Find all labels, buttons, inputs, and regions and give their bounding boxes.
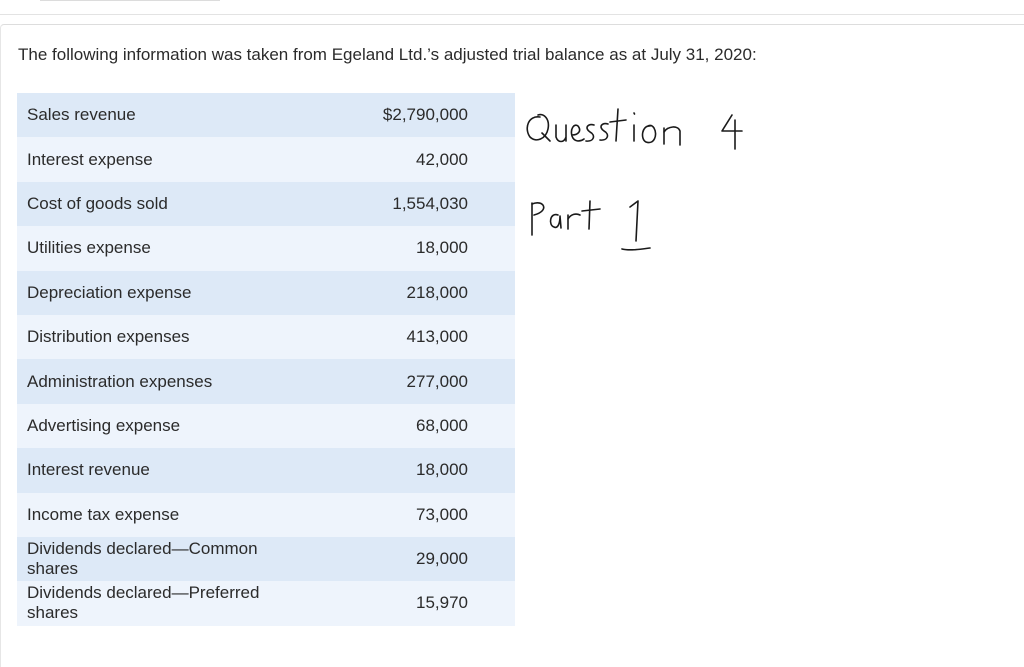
account-amount: 413,000: [406, 327, 468, 347]
account-name: Dividends declared—Common shares: [27, 539, 258, 579]
account-name: Distribution expenses: [27, 327, 190, 347]
table-row: Distribution expenses 413,000: [17, 314, 515, 360]
handwritten-part-1: [531, 200, 651, 251]
account-name: Income tax expense: [27, 504, 180, 524]
table-row: Dividends declared—Preferred shares 15,9…: [17, 581, 515, 626]
handwritten-annotation: [526, 108, 743, 251]
table-row: Depreciation expense 218,000: [17, 270, 515, 315]
account-name: Cost of goods sold: [27, 193, 168, 213]
table-row: Sales revenue $2,790,000: [17, 93, 515, 138]
table-row: Advertising expense 68,000: [17, 403, 515, 449]
table-row: Administration expenses 277,000: [17, 359, 515, 404]
table-row: Income tax expense 73,000: [17, 492, 515, 537]
account-amount: $2,790,000: [382, 105, 468, 125]
account-amount: 18,000: [416, 460, 468, 480]
top-bar: [0, 0, 1024, 15]
account-name: Dividends declared—Preferred shares: [27, 583, 260, 623]
account-name: Advertising expense: [27, 415, 181, 435]
account-name: Sales revenue: [27, 105, 136, 125]
table-row: Utilities expense 18,000: [17, 226, 515, 271]
table-row: Interest expense 42,000: [17, 137, 515, 182]
account-amount: 277,000: [406, 371, 468, 391]
question-panel: [0, 24, 1024, 667]
account-name: Administration expenses: [27, 371, 213, 391]
intro-text: The following information was taken from…: [18, 45, 757, 64]
account-amount: 18,000: [416, 238, 468, 258]
account-name: Interest expense: [27, 149, 153, 169]
account-name: Utilities expense: [27, 238, 151, 258]
account-amount: 68,000: [416, 415, 468, 435]
account-amount: 42,000: [416, 149, 468, 169]
account-name: Depreciation expense: [27, 282, 192, 302]
account-amount: 218,000: [406, 282, 468, 302]
account-amount: 15,970: [416, 593, 468, 613]
table-row: Dividends declared—Common shares 29,000: [17, 536, 515, 582]
top-bar-divider: [40, 0, 220, 5]
handwritten-question-4: [526, 108, 743, 150]
account-name: Interest revenue: [27, 460, 150, 480]
table-row: Cost of goods sold 1,554,030: [17, 181, 515, 227]
account-amount: 29,000: [416, 549, 468, 569]
account-amount: 1,554,030: [392, 193, 468, 213]
account-amount: 73,000: [416, 504, 468, 524]
trial-balance-table: Sales revenue $2,790,000 Interest expens…: [17, 93, 515, 626]
table-row: Interest revenue 18,000: [17, 448, 515, 493]
